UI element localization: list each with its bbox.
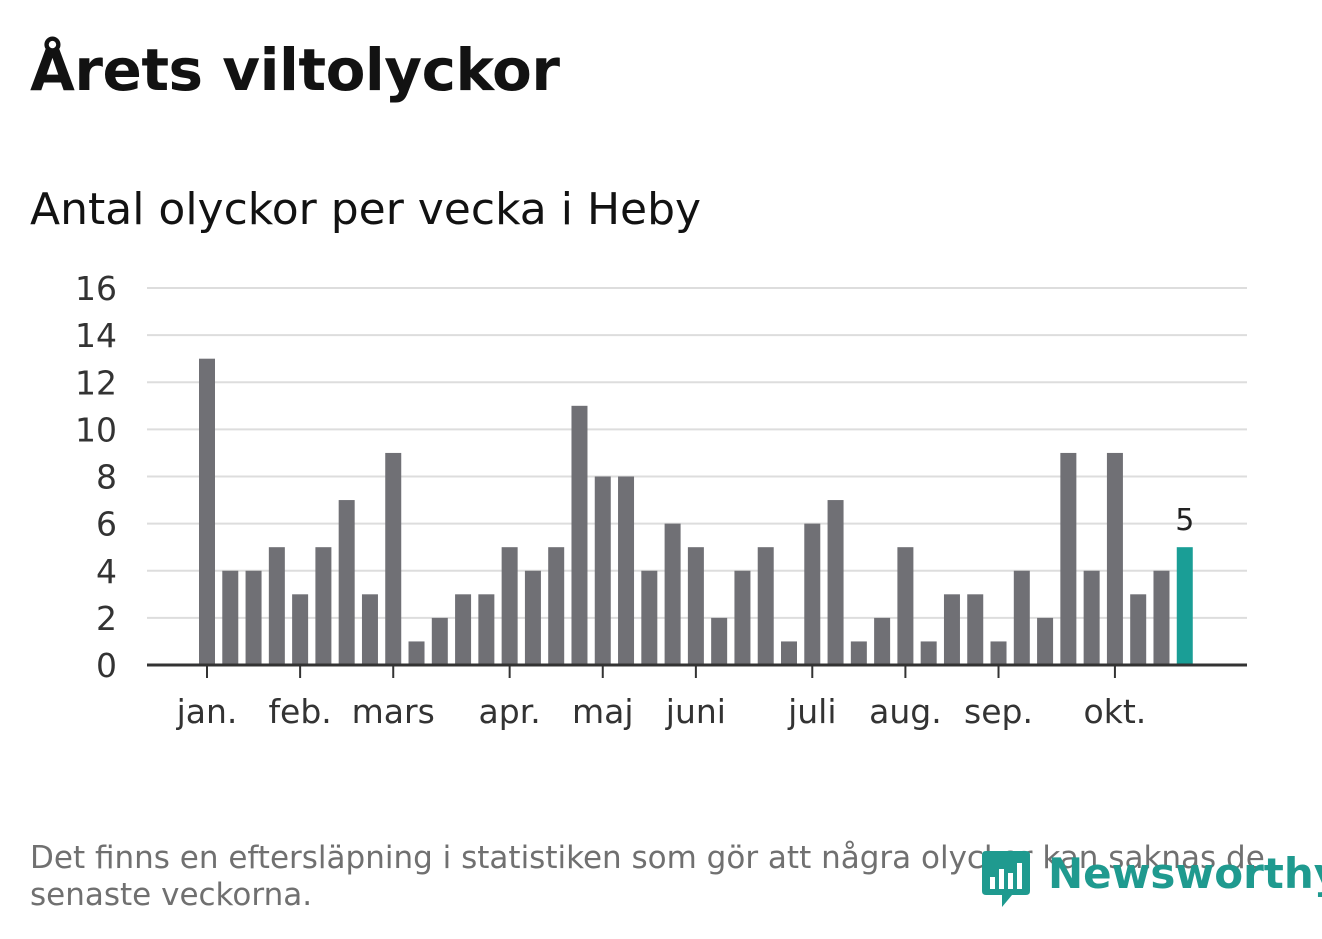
bar bbox=[1083, 570, 1100, 665]
bar bbox=[268, 547, 285, 665]
bar bbox=[618, 476, 635, 665]
bar bbox=[385, 452, 402, 665]
bar bbox=[571, 405, 588, 665]
y-tick-label: 2 bbox=[96, 599, 117, 638]
x-tick-label: jan. bbox=[176, 692, 238, 731]
last-value-label: 5 bbox=[1175, 503, 1194, 538]
y-tick-label: 0 bbox=[96, 646, 117, 685]
bar bbox=[757, 547, 774, 665]
y-tick-label: 4 bbox=[96, 552, 117, 591]
chart-title: Årets viltolyckor bbox=[30, 36, 560, 104]
x-tick-label: apr. bbox=[479, 692, 541, 731]
bar bbox=[804, 523, 821, 665]
logo-text: Newsworthy bbox=[1048, 849, 1322, 898]
bar bbox=[920, 641, 937, 665]
bar bbox=[292, 594, 309, 665]
bar bbox=[874, 617, 891, 665]
newsworthy-logo: Newsworthy bbox=[980, 845, 1322, 913]
y-tick-label: 12 bbox=[75, 363, 117, 402]
bar bbox=[594, 476, 611, 665]
bar bbox=[734, 570, 751, 665]
y-tick-label: 14 bbox=[75, 316, 117, 355]
bar bbox=[455, 594, 472, 665]
bar bbox=[222, 570, 239, 665]
bar bbox=[501, 547, 518, 665]
bar bbox=[781, 641, 797, 665]
bar bbox=[1106, 452, 1123, 665]
bar bbox=[361, 594, 378, 665]
bar-highlight bbox=[1176, 547, 1193, 665]
bar bbox=[1060, 452, 1077, 665]
bar bbox=[1153, 570, 1170, 665]
newsworthy-logo-icon bbox=[982, 851, 1030, 907]
bar bbox=[338, 500, 355, 665]
y-tick-label: 10 bbox=[75, 410, 117, 449]
bar bbox=[524, 570, 541, 665]
bar bbox=[1130, 594, 1147, 665]
bar bbox=[664, 523, 681, 665]
x-tick-label: juni bbox=[665, 692, 726, 731]
bar bbox=[548, 547, 565, 665]
bar bbox=[990, 641, 1007, 665]
bar bbox=[408, 641, 425, 665]
bar bbox=[199, 358, 215, 665]
y-tick-label: 16 bbox=[75, 269, 117, 308]
bar bbox=[1013, 570, 1030, 665]
bar bbox=[431, 617, 448, 665]
y-tick-label: 8 bbox=[96, 458, 117, 497]
bar bbox=[827, 500, 844, 665]
bar bbox=[850, 641, 867, 665]
bar bbox=[897, 547, 914, 665]
bar bbox=[943, 594, 960, 665]
bar-chart: 0 2 4 6 8 10 12 14 16 5 jan. feb. mars apr. maj juni jul… bbox=[75, 269, 1247, 731]
x-tick-label: okt. bbox=[1084, 692, 1147, 731]
bar bbox=[478, 594, 495, 665]
bar bbox=[967, 594, 984, 665]
chart-subtitle: Antal olyckor per vecka i Heby bbox=[30, 184, 702, 235]
bar bbox=[641, 570, 658, 665]
x-tick-label: feb. bbox=[268, 692, 331, 731]
y-tick-label: 6 bbox=[96, 505, 117, 544]
bar bbox=[245, 570, 262, 665]
bar bbox=[1037, 617, 1054, 665]
footnote: Det finns en eftersläpning i statistiken… bbox=[30, 840, 1265, 913]
x-tick-label: aug. bbox=[869, 692, 942, 731]
x-tick-label: juli bbox=[787, 692, 836, 731]
x-tick-label: mars bbox=[352, 692, 435, 731]
bar bbox=[711, 617, 728, 665]
x-tick-label: sep. bbox=[964, 692, 1033, 731]
bar bbox=[687, 547, 704, 665]
bar bbox=[315, 547, 332, 665]
x-tick-label: maj bbox=[572, 692, 634, 731]
